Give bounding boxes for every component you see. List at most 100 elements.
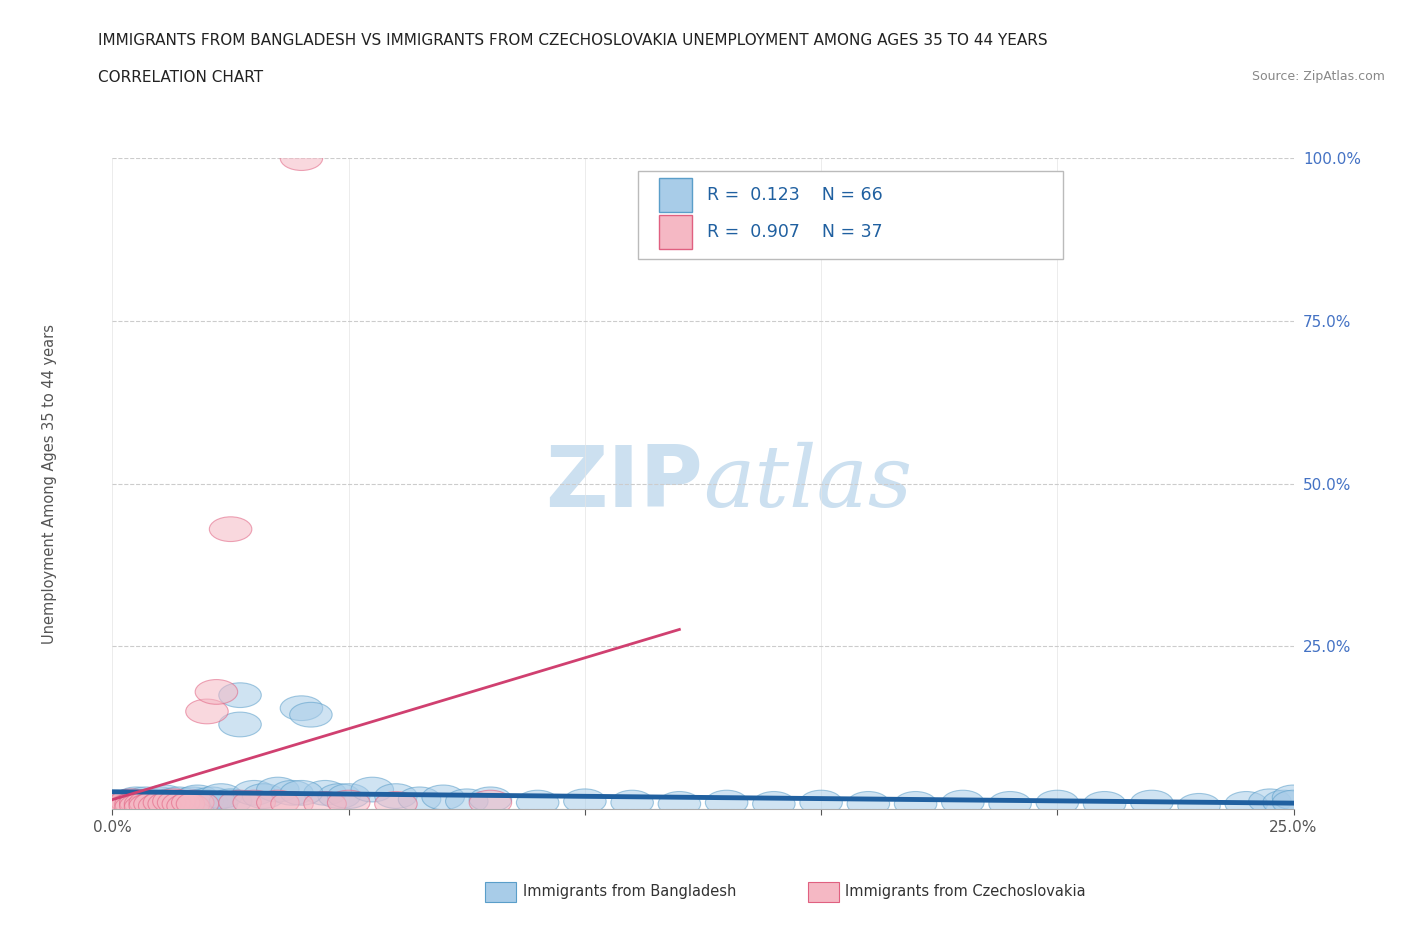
Ellipse shape: [105, 795, 148, 819]
Ellipse shape: [752, 791, 796, 817]
Ellipse shape: [942, 790, 984, 815]
Ellipse shape: [1272, 790, 1315, 815]
Ellipse shape: [110, 789, 153, 814]
Ellipse shape: [374, 791, 418, 817]
Text: Source: ZipAtlas.com: Source: ZipAtlas.com: [1251, 70, 1385, 83]
Ellipse shape: [186, 790, 228, 815]
Ellipse shape: [190, 787, 233, 812]
Ellipse shape: [105, 790, 148, 815]
Text: ZIP: ZIP: [546, 442, 703, 525]
Ellipse shape: [352, 777, 394, 802]
Ellipse shape: [143, 785, 186, 810]
Ellipse shape: [318, 784, 360, 808]
Ellipse shape: [129, 790, 172, 815]
Ellipse shape: [195, 680, 238, 704]
Ellipse shape: [564, 789, 606, 814]
Ellipse shape: [129, 793, 172, 818]
Ellipse shape: [1036, 790, 1078, 815]
Ellipse shape: [120, 790, 162, 815]
Ellipse shape: [470, 790, 512, 815]
Ellipse shape: [374, 784, 418, 808]
Ellipse shape: [172, 790, 214, 815]
Ellipse shape: [157, 787, 200, 812]
Ellipse shape: [124, 791, 167, 817]
Ellipse shape: [209, 789, 252, 814]
Ellipse shape: [176, 791, 219, 817]
Bar: [659, 216, 692, 249]
Ellipse shape: [96, 793, 138, 818]
Ellipse shape: [280, 146, 323, 170]
Ellipse shape: [138, 793, 181, 818]
Ellipse shape: [124, 795, 167, 819]
Ellipse shape: [115, 795, 157, 819]
Ellipse shape: [658, 791, 700, 817]
FancyBboxPatch shape: [638, 171, 1063, 259]
Ellipse shape: [219, 712, 262, 737]
Ellipse shape: [470, 787, 512, 812]
Ellipse shape: [1272, 785, 1315, 810]
Ellipse shape: [256, 790, 299, 815]
Ellipse shape: [138, 787, 181, 812]
Ellipse shape: [706, 790, 748, 815]
Ellipse shape: [153, 789, 195, 814]
Ellipse shape: [209, 517, 252, 541]
Ellipse shape: [134, 790, 176, 815]
Ellipse shape: [242, 784, 285, 808]
Ellipse shape: [446, 789, 488, 814]
Text: R =  0.123    N = 66: R = 0.123 N = 66: [707, 186, 883, 205]
Ellipse shape: [233, 790, 276, 815]
Ellipse shape: [167, 789, 209, 814]
Ellipse shape: [398, 787, 441, 812]
Ellipse shape: [172, 787, 214, 812]
Ellipse shape: [233, 780, 276, 805]
Ellipse shape: [280, 696, 323, 721]
Ellipse shape: [610, 790, 654, 815]
Ellipse shape: [148, 789, 190, 814]
Ellipse shape: [1249, 789, 1291, 814]
Ellipse shape: [422, 785, 464, 810]
Bar: [659, 179, 692, 212]
Ellipse shape: [101, 795, 143, 819]
Ellipse shape: [105, 795, 148, 819]
Ellipse shape: [115, 791, 157, 817]
Ellipse shape: [124, 791, 167, 817]
Text: Immigrants from Bangladesh: Immigrants from Bangladesh: [523, 884, 737, 899]
Ellipse shape: [167, 793, 209, 818]
Text: R =  0.907    N = 37: R = 0.907 N = 37: [707, 223, 882, 241]
Ellipse shape: [115, 792, 157, 817]
Ellipse shape: [219, 683, 262, 708]
Ellipse shape: [516, 790, 560, 815]
Ellipse shape: [96, 793, 138, 818]
Text: atlas: atlas: [703, 443, 912, 525]
Ellipse shape: [271, 780, 314, 805]
Ellipse shape: [101, 791, 143, 817]
Ellipse shape: [195, 791, 238, 817]
Ellipse shape: [1083, 791, 1126, 817]
Ellipse shape: [328, 790, 370, 815]
Ellipse shape: [134, 791, 176, 817]
Ellipse shape: [280, 780, 323, 805]
Ellipse shape: [181, 789, 224, 814]
Ellipse shape: [110, 793, 153, 818]
Ellipse shape: [162, 791, 205, 817]
Ellipse shape: [186, 699, 228, 724]
Ellipse shape: [256, 777, 299, 802]
Ellipse shape: [176, 785, 219, 810]
Ellipse shape: [148, 791, 190, 817]
Ellipse shape: [110, 789, 153, 814]
Ellipse shape: [120, 793, 162, 818]
Ellipse shape: [328, 784, 370, 808]
Text: CORRELATION CHART: CORRELATION CHART: [98, 70, 263, 85]
Ellipse shape: [988, 791, 1032, 817]
Ellipse shape: [200, 784, 242, 808]
Text: Immigrants from Czechoslovakia: Immigrants from Czechoslovakia: [845, 884, 1085, 899]
Ellipse shape: [1130, 790, 1173, 815]
Ellipse shape: [1263, 790, 1305, 815]
Text: IMMIGRANTS FROM BANGLADESH VS IMMIGRANTS FROM CZECHOSLOVAKIA UNEMPLOYMENT AMONG : IMMIGRANTS FROM BANGLADESH VS IMMIGRANTS…: [98, 33, 1047, 47]
Ellipse shape: [290, 702, 332, 727]
Ellipse shape: [105, 790, 148, 815]
Ellipse shape: [271, 791, 314, 817]
Ellipse shape: [800, 790, 842, 815]
Ellipse shape: [153, 790, 195, 815]
Ellipse shape: [219, 790, 262, 815]
